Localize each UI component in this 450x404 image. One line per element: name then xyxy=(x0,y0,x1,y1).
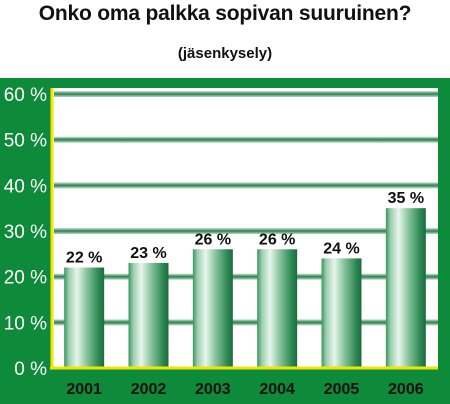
data-labels: 22 % 23 % 26 % 26 % 24 % 35 % xyxy=(66,190,424,266)
chart-subtitle: (jäsenkysely) xyxy=(177,45,273,62)
data-label: 22 % xyxy=(66,250,102,267)
bar xyxy=(321,258,362,368)
gridline xyxy=(54,136,438,143)
gridline xyxy=(54,228,438,234)
chart-title: Onko oma palkka sopivan suuruinen? xyxy=(38,2,412,25)
gridline xyxy=(54,319,438,326)
y-tick-label: 0 % xyxy=(14,359,47,380)
x-tick-label: 2006 xyxy=(388,381,424,398)
data-label: 35 % xyxy=(388,190,424,207)
bar xyxy=(192,249,233,368)
y-tick-label: 50 % xyxy=(4,131,47,152)
gridline xyxy=(54,91,438,97)
x-tick-label: 2005 xyxy=(324,381,360,398)
x-axis-labels: 2001 2002 2003 2004 2005 2006 xyxy=(66,381,423,398)
bar xyxy=(257,249,298,368)
data-label: 23 % xyxy=(130,245,166,262)
y-tick-label: 60 % xyxy=(4,85,47,106)
x-tick-label: 2004 xyxy=(259,381,295,398)
bars xyxy=(64,208,426,368)
bar xyxy=(128,262,169,368)
gridlines xyxy=(54,91,438,326)
x-tick-label: 2003 xyxy=(195,381,231,398)
y-tick-label: 10 % xyxy=(4,313,47,334)
y-tick-label: 40 % xyxy=(4,176,47,197)
y-axis-labels: 0 % 10 % 20 % 30 % 40 % 50 % 60 % xyxy=(4,85,47,380)
bar xyxy=(385,208,426,368)
x-tick-label: 2001 xyxy=(66,381,102,398)
data-label: 26 % xyxy=(195,231,231,248)
y-tick-label: 30 % xyxy=(4,222,47,243)
gridline xyxy=(54,273,438,280)
bar xyxy=(64,267,105,368)
x-tick-label: 2002 xyxy=(131,381,167,398)
data-label: 24 % xyxy=(323,240,359,257)
gridline xyxy=(54,182,438,189)
y-tick-label: 20 % xyxy=(4,268,47,289)
data-label: 26 % xyxy=(259,231,295,248)
